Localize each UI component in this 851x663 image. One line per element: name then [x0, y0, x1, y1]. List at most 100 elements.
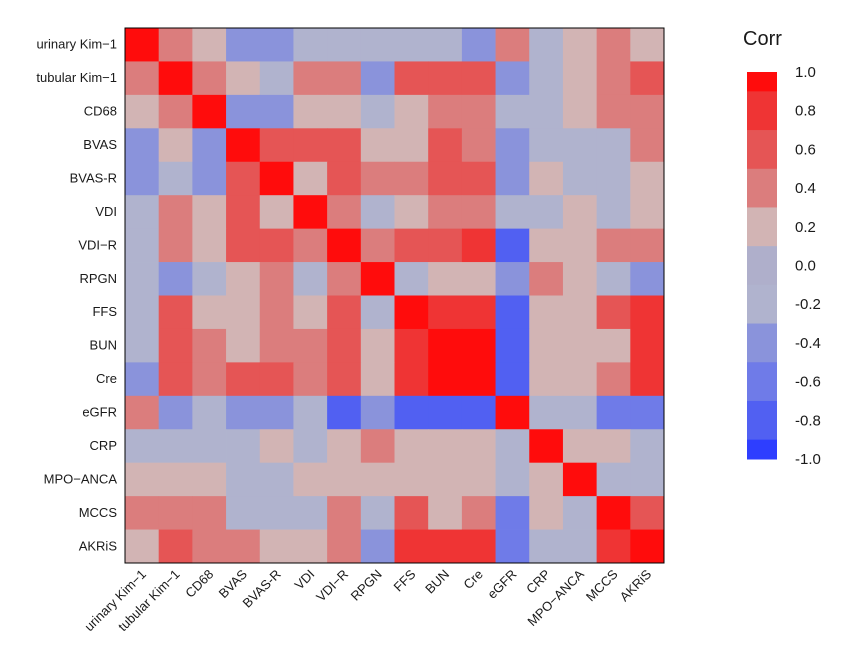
heatmap-cell [461, 496, 496, 530]
heatmap-cell [630, 262, 665, 296]
heatmap-cell [630, 228, 665, 263]
heatmap-cell [596, 228, 631, 263]
heatmap-cell [259, 429, 294, 464]
heatmap-cell [562, 429, 598, 464]
heatmap-cell [630, 328, 665, 363]
heatmap-cell [158, 128, 193, 163]
plot-border [124, 27, 665, 564]
heatmap-cell [360, 94, 395, 129]
heatmap-cell [158, 429, 193, 464]
heatmap-cell [596, 94, 631, 129]
heatmap-cell [327, 395, 362, 430]
x-tick-label: BVAS-R [240, 567, 284, 611]
heatmap-cell [630, 395, 665, 430]
y-tick-label: MCCS [79, 505, 118, 520]
heatmap-cell [192, 61, 227, 96]
heatmap-cell [394, 295, 429, 330]
heatmap-cell [394, 328, 429, 363]
heatmap-cell [630, 61, 665, 96]
heatmap-cell [327, 128, 362, 163]
heatmap-cell [125, 529, 160, 564]
heatmap-cell [293, 429, 328, 464]
heatmap-cell [226, 195, 261, 230]
heatmap-cell [192, 295, 227, 330]
heatmap-cell [327, 295, 362, 330]
heatmap-cell [428, 128, 463, 163]
heatmap-cell [327, 228, 362, 263]
heatmap-cell [495, 362, 530, 397]
heatmap-cell [293, 128, 328, 163]
heatmap-cell [360, 328, 395, 363]
heatmap-cell [495, 161, 530, 196]
heatmap-cell [529, 262, 564, 296]
heatmap-cell [630, 195, 665, 230]
heatmap-cell [428, 28, 463, 62]
heatmap-cell [360, 161, 395, 196]
heatmap-cell [259, 529, 294, 564]
heatmap-cell [394, 262, 429, 296]
heatmap-cell [428, 328, 463, 363]
heatmap-cell [495, 228, 530, 263]
heatmap-cell [529, 295, 564, 330]
heatmap-cell [125, 61, 160, 96]
heatmap-cell [158, 28, 193, 62]
heatmap-cell [192, 94, 227, 129]
heatmap-cell [192, 28, 227, 62]
heatmap-cell [125, 94, 160, 129]
heatmap-cell [461, 94, 496, 129]
legend-tick-labels: 1.0 0.8 0.6 0.4 0.2 0.0 -0.2 -0.4 -0.6 -0.8 -1.0 [795, 64, 821, 468]
heatmap-cell [428, 195, 463, 230]
heatmap-cell [360, 529, 395, 564]
heatmap-cell [293, 262, 328, 296]
y-tick-label: MPO−ANCA [44, 471, 118, 486]
heatmap-cell [529, 429, 564, 464]
heatmap-cell [158, 529, 193, 564]
heatmap-cell [226, 429, 261, 464]
heatmap-cell [529, 529, 564, 564]
y-tick-label: tubular Kim−1 [36, 70, 117, 85]
legend-color-bin [747, 91, 777, 131]
heatmap-cell [158, 61, 193, 96]
legend-tick-label: -0.2 [795, 296, 821, 313]
heatmap-cell [461, 529, 496, 564]
heatmap-cell [158, 496, 193, 530]
heatmap-cell [630, 295, 665, 330]
heatmap-cell [192, 529, 227, 564]
heatmap-cell [495, 328, 530, 363]
heatmap-cell [529, 94, 564, 129]
heatmap-cell [259, 128, 294, 163]
heatmap-cell [226, 61, 261, 96]
heatmap-cell [596, 362, 631, 397]
heatmap-cell [125, 395, 160, 430]
heatmap-cell [596, 496, 631, 530]
heatmap-cell [259, 496, 294, 530]
heatmap-cell [293, 529, 328, 564]
heatmap-cell [394, 61, 429, 96]
heatmap-cell [158, 94, 193, 129]
heatmap-cell [293, 161, 328, 196]
heatmap-cell [394, 94, 429, 129]
heatmap-cell [360, 128, 395, 163]
heatmap-cell [226, 295, 261, 330]
heatmap-cell [226, 262, 261, 296]
legend-tick-label: -0.4 [795, 335, 821, 352]
heatmap-cell [529, 362, 564, 397]
heatmap-cell [596, 61, 631, 96]
legend-tick-label: -1.0 [795, 451, 821, 468]
heatmap-cell [428, 61, 463, 96]
heatmap-cell [125, 128, 160, 163]
heatmap-cell [394, 28, 429, 62]
heatmap-cell [495, 94, 530, 129]
heatmap-cell [630, 94, 665, 129]
heatmap-cell [562, 161, 598, 196]
heatmap-cell [293, 295, 328, 330]
heatmap-cell [495, 61, 530, 96]
y-axis-labels: urinary Kim−1 tubular Kim−1 CD68 BVAS BVAS-R… [36, 37, 117, 554]
heatmap-cell [461, 195, 496, 230]
legend-color-bin [747, 207, 777, 247]
heatmap-cell [360, 362, 395, 397]
heatmap-cell [360, 228, 395, 263]
heatmap-cell [596, 195, 631, 230]
heatmap-cell [293, 94, 328, 129]
heatmap-cell [158, 295, 193, 330]
